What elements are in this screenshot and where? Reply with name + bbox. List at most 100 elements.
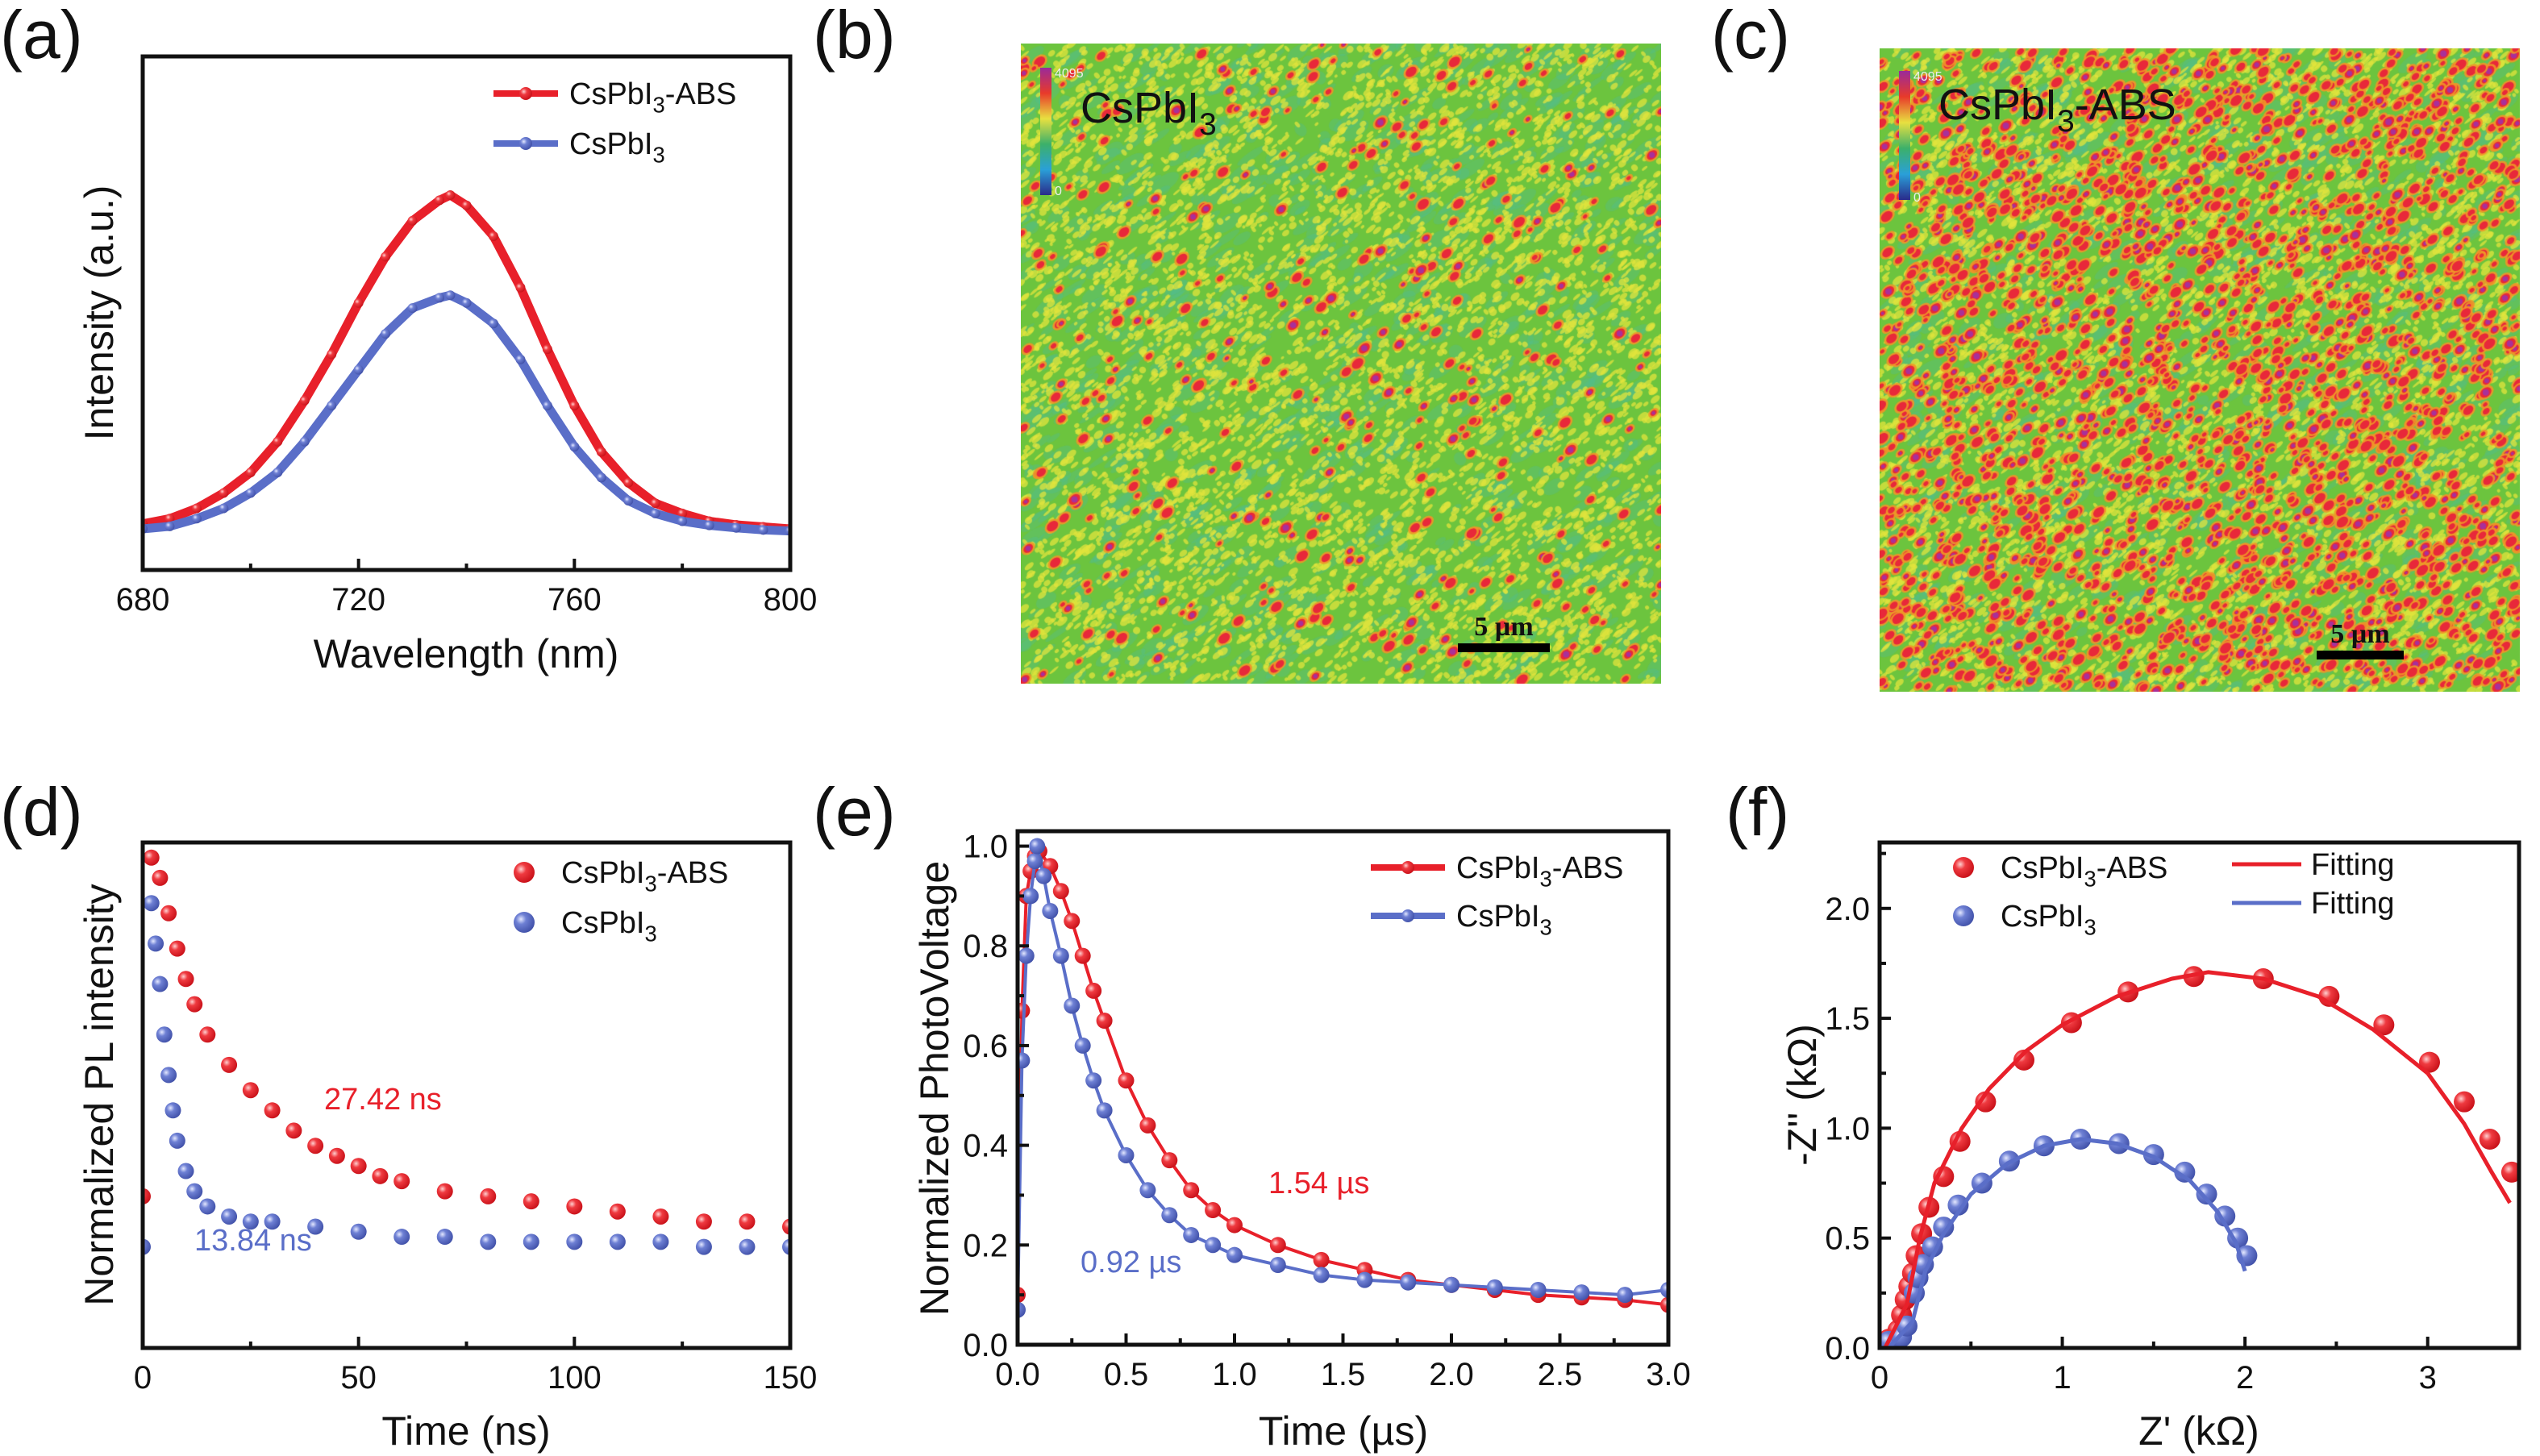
data-point-blue xyxy=(739,1238,756,1255)
data-point-red xyxy=(307,1138,324,1154)
legend-label: Fitting xyxy=(2311,848,2394,882)
x-tick-label: 1.0 xyxy=(1212,1357,1257,1392)
formula-base: CsPbI xyxy=(569,77,652,111)
data-point-blue xyxy=(1035,867,1052,884)
data-point-blue xyxy=(2214,1205,2236,1227)
data-point-red xyxy=(199,1026,216,1043)
formula-subscript: 3 xyxy=(1539,867,1551,892)
data-point-red xyxy=(393,1173,410,1190)
data-point-red xyxy=(1118,1072,1135,1089)
formula-base: CsPbI xyxy=(561,856,644,890)
formula-base: CsPbI xyxy=(1456,851,1539,885)
y-tick-label: 0.0 xyxy=(1825,1331,1870,1367)
data-point-blue xyxy=(169,1132,185,1149)
data-point-blue xyxy=(1573,1284,1590,1301)
x-tick-label: 2 xyxy=(2236,1360,2254,1396)
scale-bar-label-b: 5 µm xyxy=(1474,612,1533,642)
data-point-red xyxy=(152,869,169,886)
data-point-red xyxy=(569,401,580,411)
data-point-red xyxy=(1313,1251,1330,1268)
legend-marker-blue xyxy=(1401,909,1414,922)
pl-map-cspbi3 xyxy=(1021,44,1661,684)
data-point-blue xyxy=(435,293,445,303)
panel-label-b: (b) xyxy=(813,0,896,73)
data-point-red xyxy=(480,1188,497,1204)
data-point-red xyxy=(350,1158,367,1175)
data-point-blue xyxy=(160,1067,177,1084)
legend-marker-red xyxy=(1953,857,1974,878)
panel-label-d: (d) xyxy=(0,774,83,850)
data-point-blue xyxy=(1026,853,1043,870)
data-point-blue xyxy=(143,895,160,912)
data-point-red xyxy=(1074,947,1091,964)
formula-base: CsPbI xyxy=(2001,900,2084,934)
legend-label: CsPbI3-ABS xyxy=(561,856,728,896)
formula-suffix: -ABS xyxy=(2097,851,2168,885)
series-line-blue xyxy=(1018,844,1668,1310)
x-tick-label: 1.5 xyxy=(1321,1357,1366,1392)
formula-subscript: 3 xyxy=(644,921,656,946)
data-point-blue xyxy=(353,364,364,375)
data-point-blue xyxy=(461,297,472,308)
y-tick-label: 2.0 xyxy=(1825,892,1870,927)
x-tick-label: 0 xyxy=(134,1360,152,1396)
y-axis-title-d: Normalized PL intensity xyxy=(77,884,122,1305)
legend-label: CsPbI3 xyxy=(561,906,657,946)
data-point-blue xyxy=(1096,1102,1113,1119)
x-tick-label: 1 xyxy=(2053,1360,2071,1396)
data-point-blue xyxy=(350,1223,367,1240)
data-point-blue xyxy=(1042,902,1059,919)
y-tick-label: 1.0 xyxy=(963,830,1008,865)
data-point-red xyxy=(372,1167,389,1184)
panel-label-c: (c) xyxy=(1711,0,1790,73)
x-tick-label: 0.0 xyxy=(995,1357,1040,1392)
formula-subscript: 3 xyxy=(652,93,664,118)
formula-suffix: -ABS xyxy=(657,856,729,890)
x-tick-label: 3.0 xyxy=(1646,1357,1691,1392)
data-point-blue xyxy=(1161,1207,1178,1224)
data-point-blue xyxy=(1947,1194,1969,1216)
data-point-blue xyxy=(445,290,456,301)
data-point-blue xyxy=(623,496,634,506)
data-point-blue xyxy=(1085,1072,1102,1089)
data-point-blue xyxy=(177,1163,194,1179)
data-point-red xyxy=(515,282,526,293)
data-point-red xyxy=(245,467,256,477)
data-point-red xyxy=(488,231,498,241)
data-point-red xyxy=(328,1147,345,1164)
data-point-blue xyxy=(245,488,256,498)
data-point-red xyxy=(264,1102,281,1119)
formula-subscript: 3 xyxy=(1199,107,1217,142)
data-point-red xyxy=(1226,1217,1243,1233)
legend-marker-red xyxy=(519,87,532,100)
formula-subscript: 3 xyxy=(1539,915,1551,940)
data-point-red xyxy=(191,503,202,514)
data-point-blue xyxy=(1018,947,1035,964)
data-point-red xyxy=(739,1213,756,1230)
series-line-red xyxy=(1018,849,1668,1307)
x-tick-label: 760 xyxy=(548,582,602,618)
data-point-red xyxy=(327,349,337,360)
formula-suffix: -ABS xyxy=(2075,81,2176,129)
data-point-blue xyxy=(164,521,175,531)
data-point-red xyxy=(381,252,391,262)
data-point-red xyxy=(160,905,177,921)
plot-area xyxy=(143,849,790,1255)
data-point-red xyxy=(1269,1237,1286,1254)
data-point-blue xyxy=(650,508,660,518)
y-tick-label: 0.5 xyxy=(1825,1221,1870,1257)
panel-label-e: (e) xyxy=(813,774,896,850)
annotation-tpv-abs: 1.54 µs xyxy=(1268,1167,1369,1200)
data-point-red xyxy=(445,189,456,200)
data-point-blue xyxy=(264,1213,281,1230)
x-tick-label: 3 xyxy=(2419,1360,2437,1396)
data-point-blue xyxy=(695,1238,712,1255)
data-point-red xyxy=(695,1213,712,1230)
data-point-red xyxy=(169,940,185,957)
x-axis-title-e: Time (µs) xyxy=(1259,1408,1428,1454)
